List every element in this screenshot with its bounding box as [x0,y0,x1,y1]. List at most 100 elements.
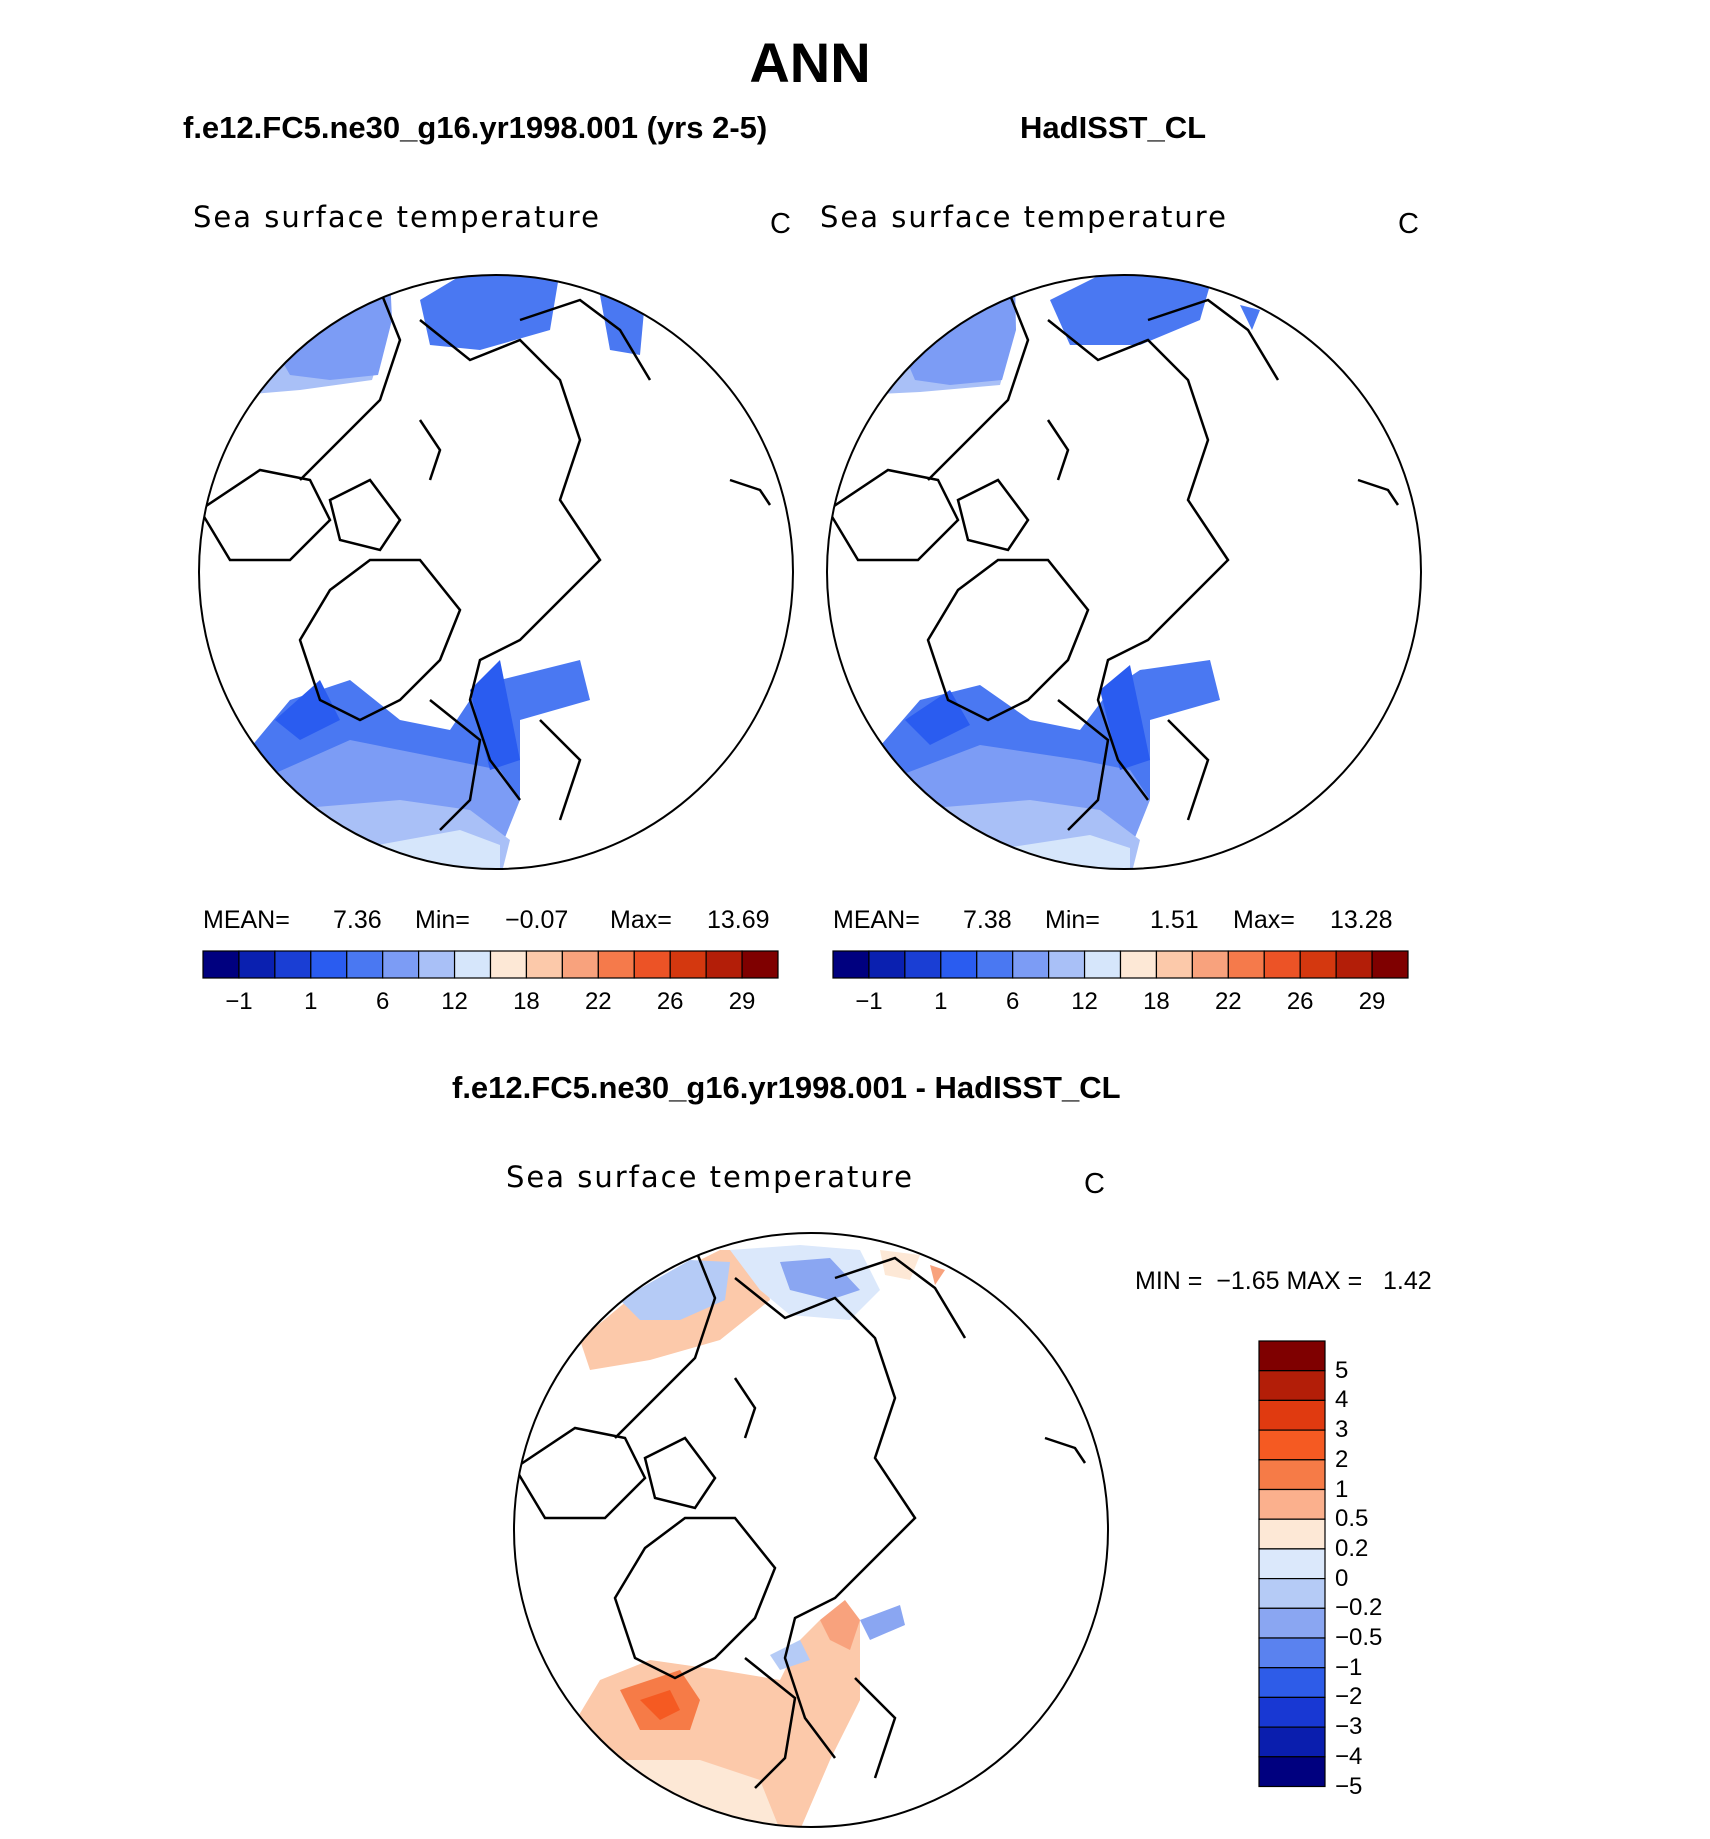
panel-diff-minmax: MIN = −1.65 MAX = 1.42 [1135,1267,1432,1295]
colorbar-model [202,950,779,979]
colorbar-obs-tick-label: 29 [1358,988,1386,1015]
colorbar-obs-tick-label: 26 [1286,988,1314,1015]
colorbar-diff-tick-label: −4 [1335,1742,1363,1770]
colorbar-obs-tick-label: 18 [1143,988,1170,1015]
colorbar-obs-swatch [1227,950,1265,979]
colorbar-obs-tick-label: 6 [1006,988,1020,1015]
colorbar-diff [1258,1340,1326,1788]
panel-obs-mean-label: MEAN= [833,906,920,934]
sst-field-difference [570,1245,945,1827]
colorbar-diff-tick-label: −0.2 [1335,1594,1383,1622]
colorbar-diff-swatch [1258,1756,1326,1788]
panel-model-mean-label: MEAN= [203,906,290,934]
colorbar-diff-tick-label: −0.5 [1335,1624,1383,1651]
colorbar-diff-tick-label: −3 [1335,1713,1363,1741]
colorbar-model-swatch [310,950,348,979]
colorbar-model-tick-label: 6 [376,988,390,1015]
colorbar-model-swatch [633,950,671,979]
colorbar-obs [832,950,1409,979]
colorbar-diff-tick-label: −5 [1335,1772,1363,1800]
colorbar-diff-swatch [1258,1399,1326,1431]
colorbar-obs-tick-label: −1 [855,988,883,1015]
colorbar-obs-swatch [1048,950,1086,979]
map-panel-observation [826,274,1422,870]
colorbar-diff-tick-label: 5 [1335,1356,1349,1384]
panel-obs-min-value: 1.51 [1150,906,1199,934]
colorbar-model-tick-label: 18 [513,988,540,1015]
case-title: f.e12.FC5.ne30_g16.yr1998.001 (yrs 2-5) [183,110,768,145]
colorbar-obs-swatch [832,950,870,979]
coastlines-difference [514,1247,1087,1789]
panel-model-units: C [770,208,791,240]
colorbar-model-swatch [202,950,240,979]
colorbar-model-swatch [705,950,743,979]
colorbar-obs-swatch [904,950,942,979]
colorbar-obs-tick-label: 22 [1214,988,1242,1015]
colorbar-diff-swatch [1258,1696,1326,1728]
colorbar-model-swatch [453,950,492,979]
sst-field-observation [827,275,1260,869]
panel-model-min-value: −0.07 [505,906,569,934]
colorbar-obs-swatch [1155,950,1193,979]
colorbar-diff-swatch [1258,1667,1326,1698]
main-title: ANN [749,31,871,94]
map-panel-difference [513,1232,1109,1828]
panel-model-min-label: Min= [415,906,470,934]
panel-obs-variable: Sea surface temperature [820,200,1228,234]
panel-obs-max-label: Max= [1233,906,1295,934]
colorbar-diff-tick-label: −1 [1335,1653,1363,1681]
panel-obs-max-value: 13.28 [1330,906,1393,934]
colorbar-obs-swatch [1371,950,1409,979]
panel-obs-mean-value: 7.38 [963,906,1012,934]
colorbar-diff-tick-label: −2 [1335,1683,1363,1711]
colorbar-obs-swatch [1083,950,1122,979]
colorbar-model-tick-label: 26 [656,988,684,1015]
colorbar-model-swatch [741,950,779,979]
colorbar-model-swatch [382,950,420,979]
colorbar-diff-swatch [1258,1548,1326,1580]
colorbar-model-swatch [597,950,635,979]
colorbar-diff-swatch [1258,1518,1326,1550]
colorbar-diff-swatch [1258,1577,1326,1609]
panel-diff-variable: Sea surface temperature [506,1160,914,1194]
colorbar-obs-swatch [868,950,906,979]
colorbar-diff-tick-label: 0 [1335,1564,1349,1592]
colorbar-diff-swatch [1258,1429,1326,1461]
colorbar-model-swatch [346,950,384,979]
panel-diff-units: C [1084,1168,1105,1200]
diff-title: f.e12.FC5.ne30_g16.yr1998.001 - HadISST_… [452,1070,1121,1105]
colorbar-model-tick-label: 12 [441,988,468,1015]
colorbar-diff-tick-label: 0.5 [1335,1505,1369,1533]
colorbar-model-tick-label: 1 [304,988,318,1015]
colorbar-model-tick-label: −1 [225,988,253,1015]
colorbar-diff-swatch [1258,1726,1326,1758]
colorbar-model-swatch [489,950,528,979]
colorbar-model-swatch [238,950,276,979]
coastlines-model [199,289,772,831]
colorbar-model-swatch [669,950,707,979]
map-panel-model [198,274,794,870]
colorbar-obs-tick-label: 1 [934,988,948,1015]
colorbar-diff-swatch [1258,1607,1326,1639]
obs-title: HadISST_CL [1020,110,1207,145]
colorbar-model-swatch [561,950,599,979]
colorbar-obs-swatch [1119,950,1158,979]
colorbar-model-swatch [274,950,312,979]
panel-obs-units: C [1398,208,1419,240]
colorbar-obs-swatch [1191,950,1229,979]
panel-model-variable: Sea surface temperature [193,200,601,234]
panel-model-mean-value: 7.36 [333,906,382,934]
colorbar-diff-swatch [1258,1370,1326,1401]
colorbar-obs-swatch [1263,950,1301,979]
colorbar-obs-swatch [976,950,1014,979]
colorbar-obs-swatch [1012,950,1050,979]
colorbar-diff-tick-label: 3 [1335,1416,1349,1444]
colorbar-diff-swatch [1258,1340,1326,1372]
colorbar-diff-swatch [1258,1488,1326,1520]
colorbar-diff-tick-label: 4 [1335,1386,1349,1414]
coastlines-observation [827,289,1400,831]
colorbar-diff-swatch [1258,1459,1326,1491]
colorbar-model-swatch [525,950,563,979]
colorbar-diff-tick-label: 2 [1335,1445,1349,1473]
